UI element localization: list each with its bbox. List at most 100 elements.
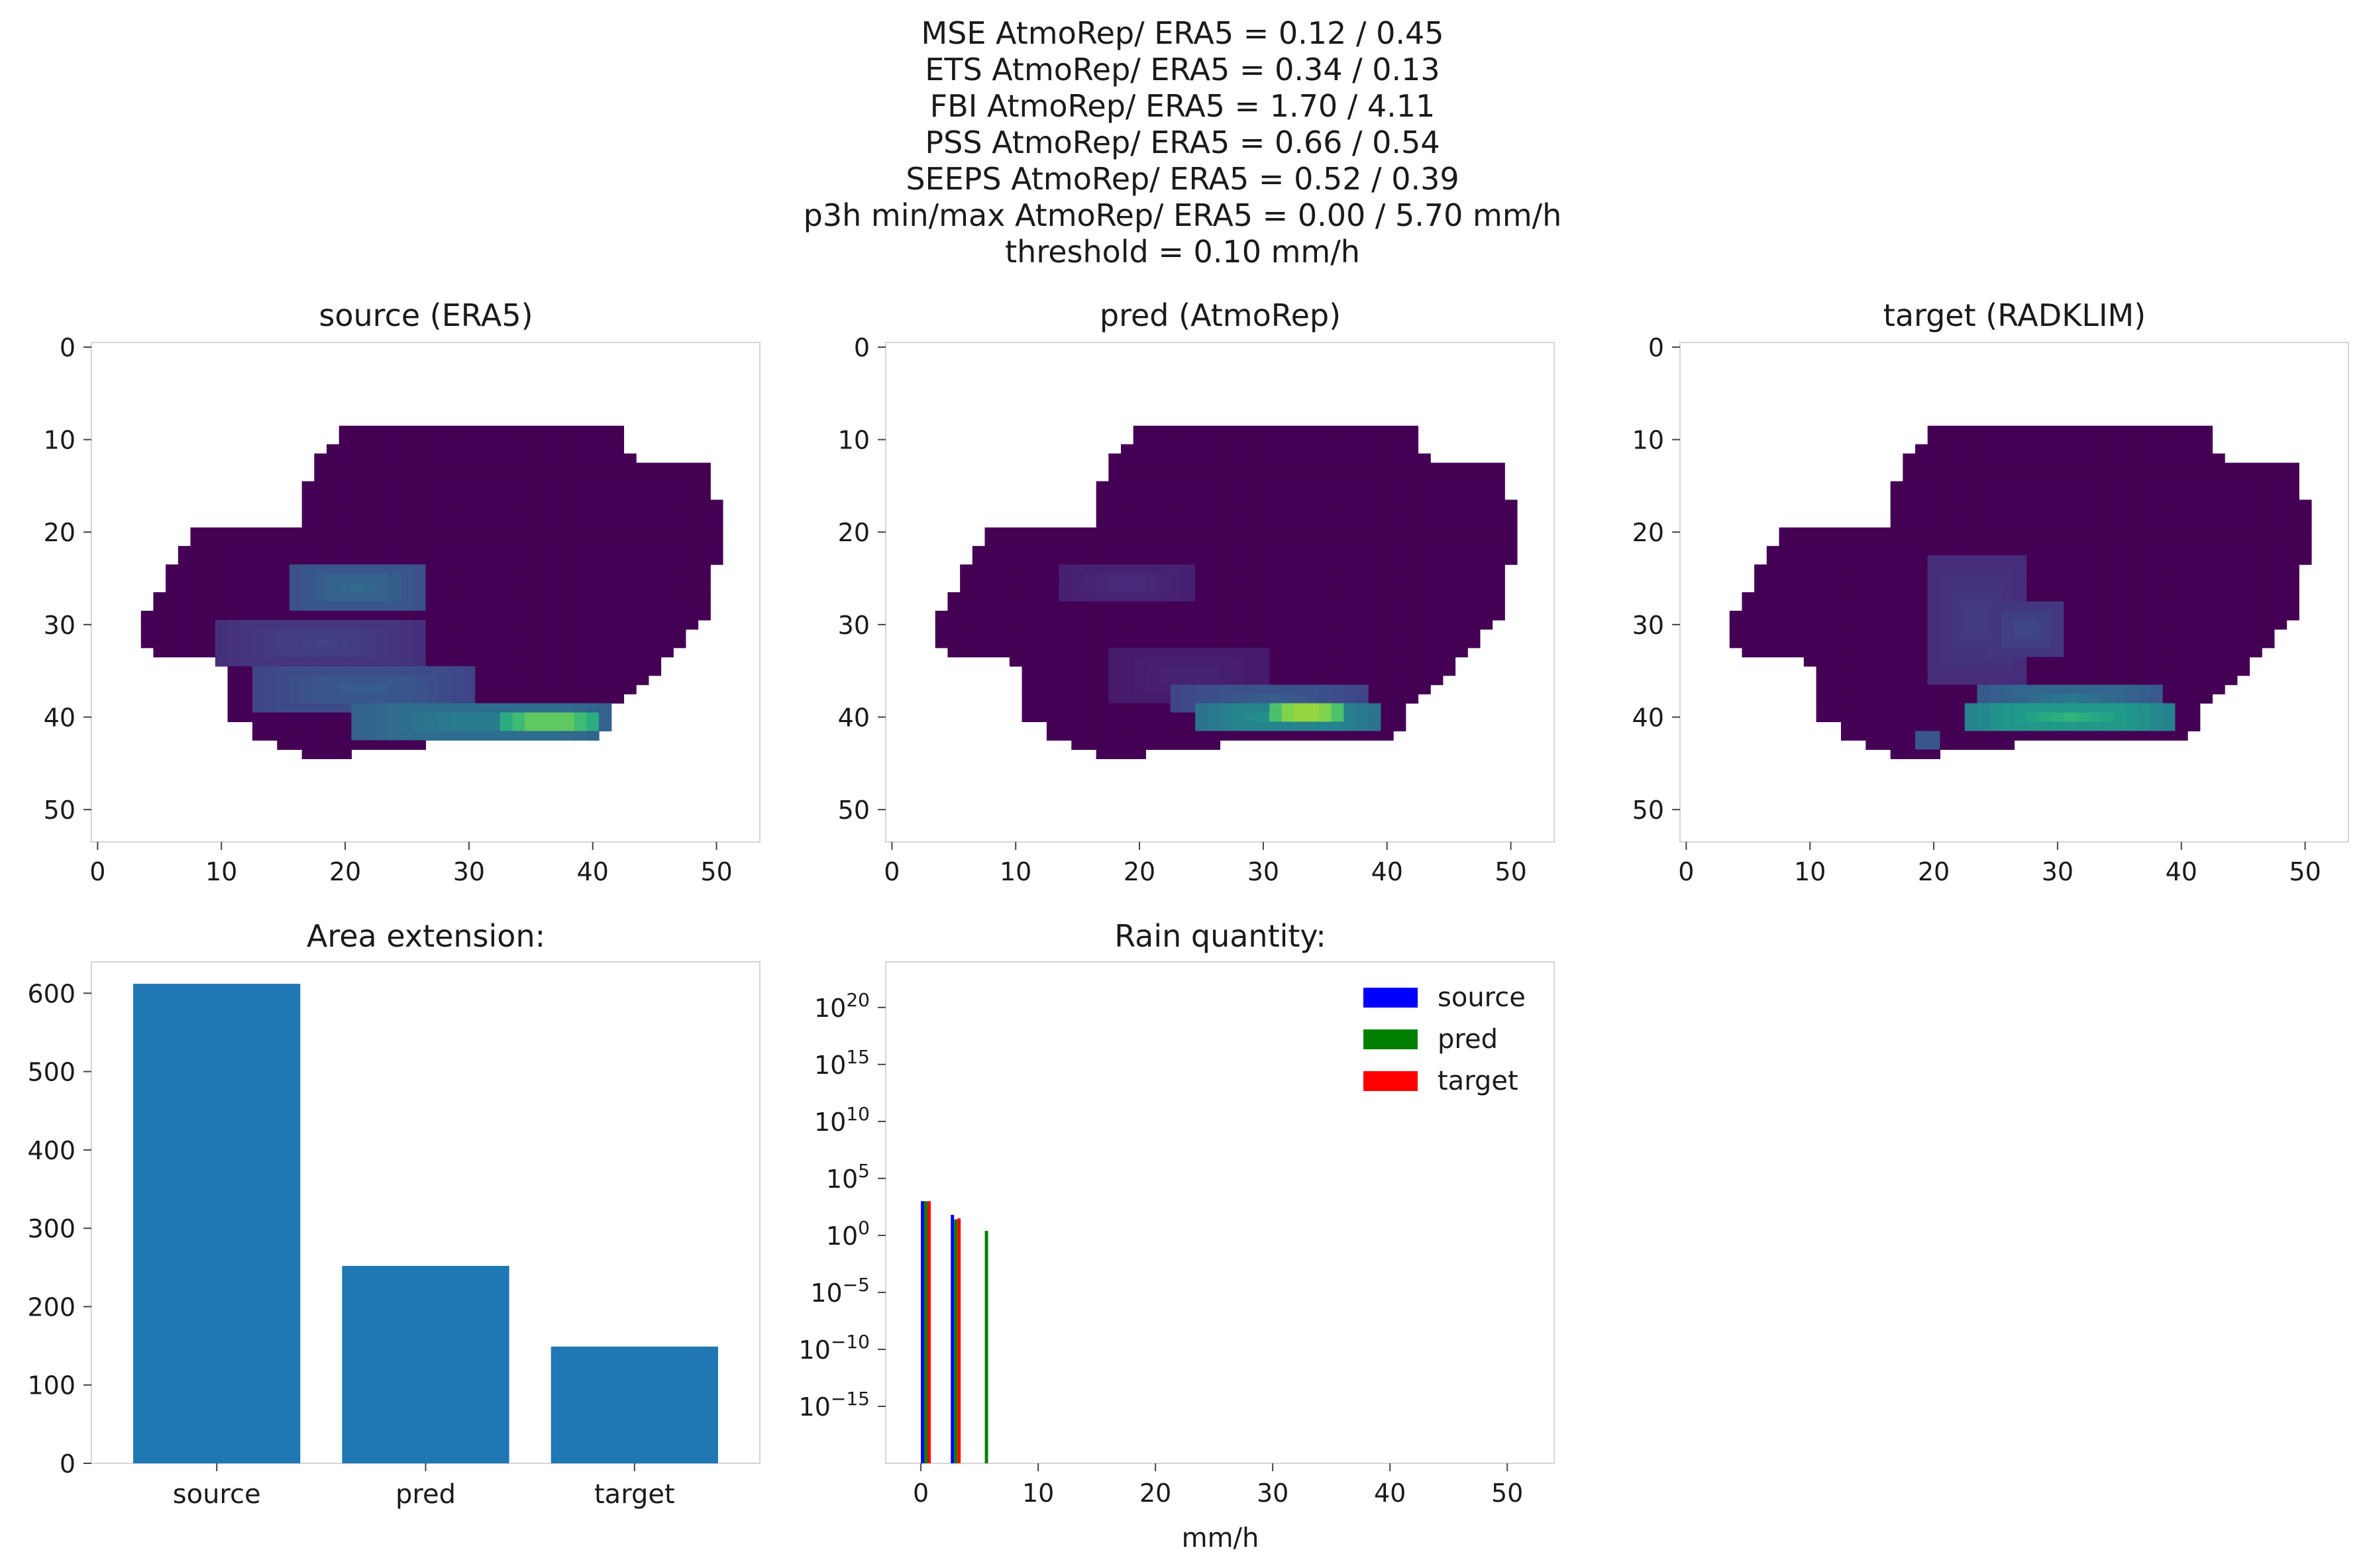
heatmap-cell bbox=[574, 712, 588, 723]
heatmap-cell bbox=[586, 453, 600, 464]
heatmap-cell bbox=[1940, 537, 1953, 547]
heatmap-cell bbox=[1816, 537, 1829, 547]
heatmap-cell bbox=[660, 647, 674, 658]
heatmap-cell bbox=[2125, 656, 2138, 667]
heatmap-cell bbox=[586, 481, 600, 491]
heatmap-cell bbox=[586, 537, 600, 547]
heatmap-cell bbox=[1368, 518, 1382, 528]
heatmap-cell bbox=[1903, 712, 1916, 723]
heatmap-cell bbox=[1455, 574, 1468, 584]
heatmap-cell bbox=[240, 610, 253, 621]
heatmap-cell bbox=[1331, 546, 1344, 556]
heatmap-cell bbox=[1455, 564, 1468, 574]
heatmap-cell bbox=[1220, 537, 1233, 547]
heatmap-cell bbox=[2014, 610, 2027, 621]
heatmap-cell bbox=[1816, 712, 1829, 723]
heatmap-cell bbox=[2001, 694, 2015, 704]
heatmap-cell bbox=[2187, 601, 2201, 611]
heatmap-cell bbox=[401, 583, 414, 593]
heatmap-cell bbox=[1170, 721, 1184, 732]
heatmap-cell bbox=[2225, 537, 2238, 547]
heatmap-cell bbox=[1964, 518, 1978, 528]
heatmap-cell bbox=[327, 731, 340, 741]
heatmap-cell bbox=[1828, 638, 1842, 649]
heatmap-cell bbox=[1232, 619, 1245, 630]
heatmap-cell bbox=[1492, 555, 1505, 565]
heatmap-cell bbox=[685, 574, 699, 584]
heatmap-cell bbox=[685, 555, 699, 565]
heatmap-cell bbox=[364, 499, 377, 509]
heatmap-cell bbox=[1442, 638, 1456, 649]
heatmap-cell bbox=[1121, 629, 1134, 639]
heatmap-cell bbox=[537, 666, 550, 676]
heatmap-cell bbox=[499, 537, 513, 547]
heatmap-cell bbox=[2150, 712, 2164, 723]
heatmap-cell bbox=[2038, 564, 2052, 574]
heatmap-cell bbox=[512, 638, 525, 649]
heatmap-cell bbox=[1108, 509, 1122, 519]
heatmap-cell bbox=[2101, 712, 2114, 723]
heatmap-cell bbox=[1977, 629, 1990, 639]
heatmap-cell bbox=[475, 712, 488, 723]
heatmap-cell bbox=[1207, 638, 1221, 649]
heatmap-cell bbox=[1133, 721, 1146, 732]
heatmap-cell bbox=[475, 537, 488, 547]
heatmap-cell bbox=[289, 601, 303, 611]
heatmap-cell bbox=[1133, 583, 1146, 593]
heatmap-cell bbox=[376, 684, 390, 695]
heatmap-cell bbox=[364, 694, 377, 704]
heatmap-cell bbox=[327, 546, 340, 556]
heatmap-cell bbox=[2038, 490, 2052, 500]
heatmap-cell bbox=[1368, 666, 1382, 676]
heatmap-cell bbox=[1356, 656, 1369, 667]
heatmap-cell bbox=[1220, 731, 1233, 741]
heatmap-cell bbox=[153, 619, 166, 630]
heatmap-cell bbox=[1368, 574, 1382, 584]
heatmap-cell bbox=[1766, 564, 1780, 574]
heatmap-cell bbox=[364, 666, 377, 676]
heatmap-cell bbox=[2138, 518, 2151, 528]
heatmap-pred-cells bbox=[935, 425, 1518, 759]
heatmap-cell bbox=[487, 564, 501, 574]
heatmap-cell bbox=[1170, 527, 1184, 537]
heatmap-cell bbox=[1071, 527, 1084, 537]
heatmap-cell bbox=[1927, 453, 1940, 464]
heatmap-cell bbox=[1853, 721, 1866, 732]
heatmap-cell bbox=[2076, 537, 2089, 547]
heatmap-cell bbox=[2138, 583, 2151, 593]
heatmap-cell bbox=[2274, 481, 2287, 491]
heatmap-cell bbox=[1492, 527, 1505, 537]
heatmap-cell bbox=[450, 731, 464, 741]
heatmap-cell bbox=[685, 527, 699, 537]
heatmap-cell bbox=[227, 703, 240, 713]
heatmap-cell bbox=[1294, 425, 1307, 436]
heatmap-cell bbox=[549, 509, 562, 519]
heatmap-cell bbox=[1195, 537, 1208, 547]
heatmap-cell bbox=[1405, 647, 1419, 658]
heatmap-cell bbox=[1121, 537, 1134, 547]
heatmap-cell bbox=[1442, 619, 1456, 630]
heatmap-cell bbox=[512, 425, 525, 436]
heatmap-cell bbox=[636, 564, 649, 574]
heatmap-cell bbox=[1915, 619, 1928, 630]
heatmap-cell bbox=[2236, 629, 2250, 639]
heatmap-cell bbox=[1405, 610, 1419, 621]
heatmap-cell bbox=[1405, 435, 1419, 445]
heatmap-cell bbox=[1381, 731, 1394, 741]
heatmap-cell bbox=[1158, 555, 1171, 565]
heatmap-cell bbox=[252, 629, 266, 639]
heatmap-cell bbox=[388, 721, 401, 732]
heatmap-cell bbox=[2026, 453, 2040, 464]
heatmap-cell bbox=[1096, 629, 1109, 639]
heatmap-cell bbox=[2274, 555, 2287, 565]
heatmap-cell bbox=[623, 509, 637, 519]
heatmap-cell bbox=[2088, 527, 2101, 537]
heatmap-cell bbox=[549, 619, 562, 630]
heatmap-cell bbox=[660, 490, 674, 500]
heatmap-cell bbox=[240, 601, 253, 611]
heatmap-cell bbox=[1840, 721, 1854, 732]
heatmap-cell bbox=[1940, 564, 1953, 574]
heatmap-cell bbox=[2150, 564, 2164, 574]
heatmap-cell bbox=[1306, 638, 1320, 649]
heatmap-cell bbox=[1071, 694, 1084, 704]
